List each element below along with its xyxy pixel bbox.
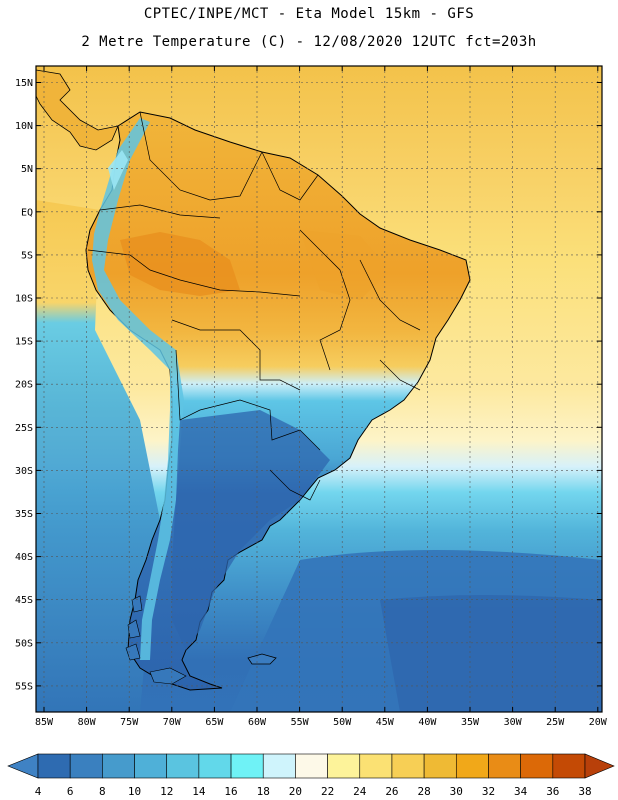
colorbar-label: 22 bbox=[321, 785, 334, 798]
colorbar-high-arrow bbox=[584, 753, 615, 779]
colorbar-swatch bbox=[488, 753, 521, 779]
falkland-islands bbox=[247, 653, 277, 665]
lon-label: 85W bbox=[35, 717, 54, 728]
lat-label: 25S bbox=[15, 423, 33, 434]
patagonia-cold bbox=[172, 410, 330, 650]
map-frame bbox=[35, 65, 603, 713]
colorbar-label: 36 bbox=[546, 785, 559, 798]
colorbar-label: 16 bbox=[224, 785, 237, 798]
colorbar-label: 38 bbox=[578, 785, 591, 798]
amazon-hot-core bbox=[120, 232, 240, 296]
colorbar-label: 28 bbox=[417, 785, 430, 798]
lon-label: 80W bbox=[78, 717, 97, 728]
lon-label: 25W bbox=[546, 717, 565, 728]
lat-label: 45S bbox=[15, 595, 33, 606]
colorbar-label: 34 bbox=[514, 785, 528, 798]
colorbar-swatch bbox=[520, 753, 554, 779]
colorbar-swatch bbox=[69, 753, 103, 779]
colorbar-low-arrow bbox=[7, 753, 39, 779]
colorbar-swatch bbox=[423, 753, 457, 779]
colorbar-swatch bbox=[455, 753, 489, 779]
lat-label: 40S bbox=[15, 552, 33, 563]
chile-islands bbox=[125, 595, 187, 685]
colorbar-label: 4 bbox=[35, 785, 42, 798]
pacific-ocean bbox=[36, 200, 160, 712]
lon-label: 50W bbox=[333, 717, 352, 728]
lat-label: 50S bbox=[15, 638, 33, 649]
central-america bbox=[36, 69, 119, 151]
lon-label: 75W bbox=[120, 717, 139, 728]
lat-label: EQ bbox=[21, 207, 33, 218]
lon-label: 40W bbox=[418, 717, 437, 728]
colorbar-swatch bbox=[327, 753, 361, 779]
colorbar-swatch bbox=[359, 753, 393, 779]
lon-label: 20W bbox=[589, 717, 608, 728]
colorbar-label: 30 bbox=[450, 785, 463, 798]
colorbar bbox=[7, 753, 615, 779]
lat-label: 5S bbox=[21, 250, 33, 261]
lat-label: 10S bbox=[15, 294, 33, 305]
lat-label: 15N bbox=[15, 78, 33, 89]
colorbar-swatch bbox=[230, 753, 264, 779]
lat-label: 30S bbox=[15, 466, 33, 477]
colorbar-swatch bbox=[102, 753, 135, 779]
colorbar-label: 12 bbox=[160, 785, 173, 798]
lat-label: 15S bbox=[15, 337, 33, 348]
lat-label: 20S bbox=[15, 380, 33, 391]
lat-label: 35S bbox=[15, 509, 33, 520]
lon-label: 35W bbox=[461, 717, 480, 728]
lat-label: 5N bbox=[21, 164, 33, 175]
colorbar-label: 8 bbox=[99, 785, 106, 798]
colorbar-label: 14 bbox=[192, 785, 206, 798]
colorbar-swatch bbox=[198, 753, 232, 779]
lon-label: 65W bbox=[205, 717, 224, 728]
map-subtitle: 2 Metre Temperature (C) - 12/08/2020 12U… bbox=[81, 34, 537, 50]
lon-label: 60W bbox=[248, 717, 267, 728]
colorbar-label: 32 bbox=[482, 785, 495, 798]
colorbar-label: 26 bbox=[385, 785, 398, 798]
colorbar-swatch bbox=[295, 753, 328, 779]
lon-label: 45W bbox=[376, 717, 395, 728]
colorbar-label: 24 bbox=[353, 785, 367, 798]
lat-label: 10N bbox=[15, 121, 33, 132]
country-borders bbox=[87, 111, 421, 501]
colorbar-swatch bbox=[262, 753, 296, 779]
colorbar-label: 10 bbox=[128, 785, 141, 798]
colorbar-swatch bbox=[391, 753, 425, 779]
lat-lon-grid bbox=[36, 66, 602, 712]
lon-label: 70W bbox=[163, 717, 182, 728]
colorbar-label: 18 bbox=[257, 785, 270, 798]
colorbar-swatch bbox=[166, 753, 200, 779]
lon-label: 30W bbox=[504, 717, 523, 728]
lat-label: 55S bbox=[15, 681, 33, 692]
colorbar-label: 6 bbox=[67, 785, 74, 798]
colorbar-swatch bbox=[134, 753, 168, 779]
colorbar-label: 20 bbox=[289, 785, 302, 798]
lon-label: 55W bbox=[291, 717, 310, 728]
colorbar-swatch bbox=[37, 753, 71, 779]
andes-cold bbox=[92, 118, 184, 660]
map-title: CPTEC/INPE/MCT - Eta Model 15km - GFS bbox=[143, 6, 475, 22]
colorbar-swatch bbox=[552, 753, 586, 779]
